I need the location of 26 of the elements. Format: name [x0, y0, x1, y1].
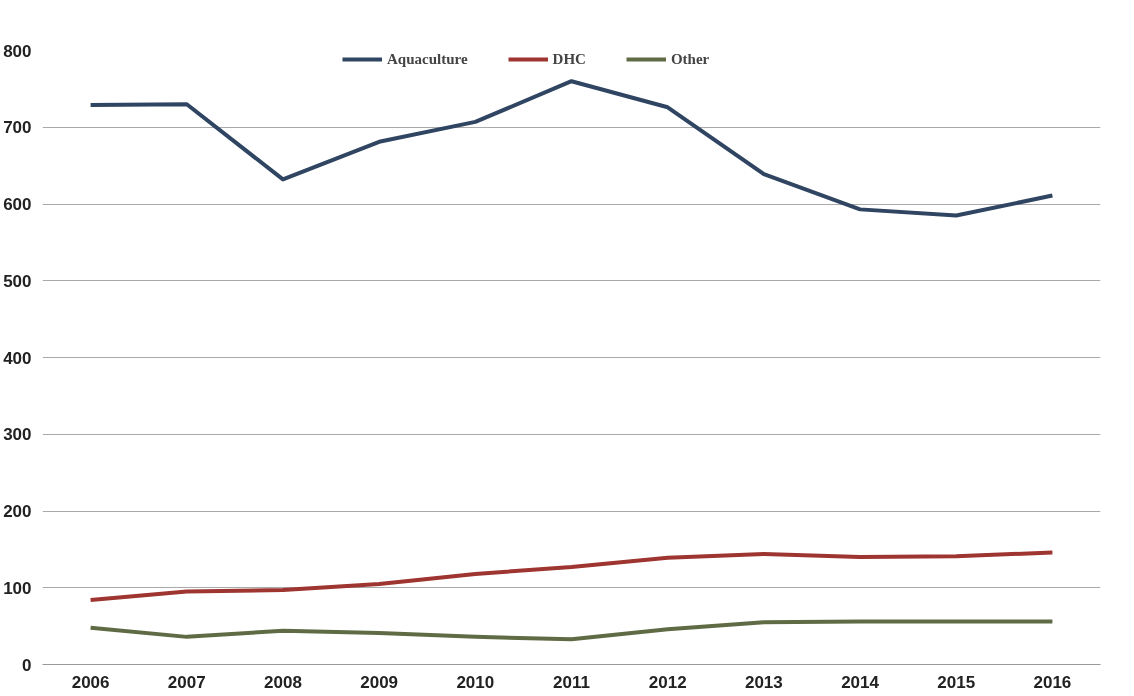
y-tick-label: 300: [3, 425, 32, 445]
y-tick-label: 700: [3, 118, 32, 138]
legend-label: Other: [670, 50, 710, 68]
x-tick-label: 2013: [744, 672, 783, 692]
legend-label: DHC: [552, 50, 586, 68]
x-tick-label: 2015: [937, 672, 976, 692]
x-tick-label: 2010: [456, 672, 495, 692]
line-series: [88, 619, 1055, 642]
line-series: [88, 550, 1055, 603]
line-series: [88, 79, 1055, 218]
y-tick-label: 0: [22, 655, 32, 675]
y-tick-label: 200: [3, 502, 32, 521]
y-tick-label: 100: [3, 578, 32, 598]
x-tick-label: 2008: [264, 672, 302, 692]
x-tick-label: 2009: [360, 672, 399, 692]
y-tick-label: 600: [3, 195, 32, 214]
y-tick-label: 800: [3, 41, 32, 61]
x-tick-label: 2011: [553, 672, 590, 692]
x-tick-label: 2012: [648, 672, 687, 692]
x-tick-label: 2016: [1033, 672, 1072, 692]
y-tick-label: 400: [3, 348, 32, 368]
legend-label: Aquaculture: [387, 50, 468, 68]
y-tick-label: 500: [3, 271, 32, 291]
x-tick-label: 2007: [167, 672, 206, 692]
x-tick-label: 2006: [71, 672, 110, 692]
x-tick-label: 2014: [841, 672, 880, 692]
